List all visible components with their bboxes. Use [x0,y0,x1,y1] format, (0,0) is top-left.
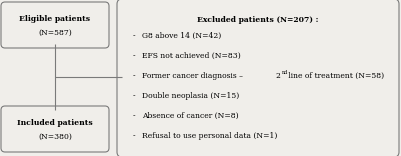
Text: Absence of cancer (N=8): Absence of cancer (N=8) [142,112,239,120]
Text: -: - [133,72,135,80]
Text: G8 above 14 (N=42): G8 above 14 (N=42) [142,32,221,40]
Text: -: - [133,32,135,40]
Text: -: - [133,112,135,120]
Text: nd: nd [282,70,288,75]
Text: line of treatment (N=58): line of treatment (N=58) [286,72,384,80]
Text: Refusal to use personal data (N=1): Refusal to use personal data (N=1) [142,132,277,140]
Text: Included patients: Included patients [17,119,93,127]
Text: Eligible patients: Eligible patients [19,15,91,23]
FancyBboxPatch shape [1,2,109,48]
FancyBboxPatch shape [1,106,109,152]
Text: 2: 2 [275,72,280,80]
Text: (N=587): (N=587) [38,29,72,37]
Text: -: - [133,92,135,100]
Text: Excluded patients (N=207) :: Excluded patients (N=207) : [197,16,319,24]
Text: -: - [133,132,135,140]
Text: -: - [133,52,135,60]
Text: Double neoplasia (N=15): Double neoplasia (N=15) [142,92,239,100]
Text: EFS not achieved (N=83): EFS not achieved (N=83) [142,52,241,60]
Text: 2: 2 [275,72,280,80]
Text: (N=380): (N=380) [38,133,72,141]
FancyBboxPatch shape [117,0,399,156]
Text: Former cancer diagnosis –: Former cancer diagnosis – [142,72,245,80]
